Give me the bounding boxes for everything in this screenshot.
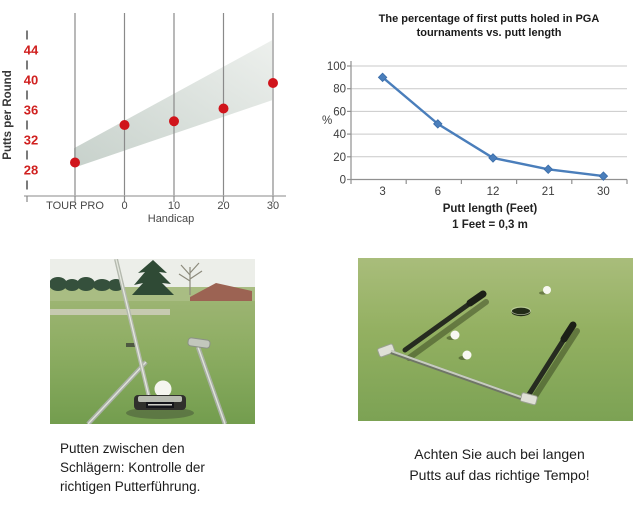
performance-band — [74, 40, 272, 168]
hole-rim — [511, 306, 531, 315]
svg-text:20: 20 — [333, 152, 346, 164]
gridlines — [351, 65, 627, 158]
green — [358, 258, 633, 421]
club-head — [187, 337, 211, 349]
svg-text:40: 40 — [24, 73, 38, 88]
putter-head — [134, 395, 186, 410]
photo-long-putt-drill — [358, 258, 633, 421]
golf-ball — [154, 380, 172, 398]
standing-putter-shaft — [114, 259, 151, 398]
chart-title: The percentage of first putts holed in P… — [378, 13, 600, 39]
photo-putting-between-clubs — [50, 259, 255, 424]
house-roof — [190, 283, 252, 301]
svg-text:6: 6 — [435, 186, 441, 198]
bare-tree — [178, 262, 203, 295]
axes — [347, 61, 628, 184]
svg-text:80: 80 — [333, 84, 346, 96]
svg-text:3: 3 — [379, 186, 385, 198]
svg-text:0: 0 — [121, 200, 127, 212]
left-ground-club — [86, 360, 148, 424]
x-axis — [24, 195, 286, 202]
upper-club — [377, 290, 487, 358]
svg-text:32: 32 — [24, 133, 38, 148]
caption-long-putt-tempo: Achten Sie auch bei langen Putts auf das… — [409, 446, 590, 483]
caption-putting-between-clubs: Putten zwischen den Schlägern: Kontrolle… — [60, 441, 205, 494]
svg-text:12: 12 — [487, 186, 500, 198]
shadows — [406, 299, 580, 404]
right-club — [519, 321, 577, 406]
data-points — [70, 78, 278, 168]
svg-text:40: 40 — [333, 129, 346, 141]
x-tick-labels: TOUR PRO 0 10 20 30 — [46, 200, 279, 212]
svg-text:44: 44 — [24, 43, 39, 58]
svg-text:10: 10 — [168, 200, 180, 212]
right-ground-club — [187, 337, 228, 424]
x-tick-labels: 3 6 12 21 30 — [379, 186, 609, 198]
alignment-rod — [390, 350, 522, 400]
x-axis-title: Putt length (Feet) — [442, 203, 538, 215]
svg-text:0: 0 — [340, 175, 346, 187]
data-markers — [377, 72, 609, 181]
putt-length-chart: 0 20 40 60 80 100% 3 6 12 21 30 — [322, 61, 628, 198]
tree-line — [50, 277, 124, 291]
path-strip — [50, 309, 170, 315]
y-tick-labels: 28 32 36 40 44 — [24, 43, 39, 178]
y-axis-label: % — [322, 115, 332, 127]
svg-text:28: 28 — [24, 163, 38, 178]
x-axis-label: Handicap — [148, 213, 194, 225]
svg-text:21: 21 — [542, 186, 555, 198]
x-axis-unit-note: 1 Feet = 0,3 m — [452, 219, 528, 231]
svg-text:60: 60 — [333, 106, 346, 118]
y-tick-labels: 0 20 40 60 80 100 — [327, 61, 346, 187]
golf-balls — [446, 286, 551, 360]
svg-text:100: 100 — [327, 61, 346, 73]
putts-per-round-chart: 28 32 36 40 44 Putts per Round TOUR PRO 0 10 20 30… — [2, 13, 286, 225]
distant-marker — [126, 343, 136, 347]
y-axis-label: Putts per Round — [2, 70, 14, 159]
svg-text:36: 36 — [24, 103, 38, 118]
svg-text:30: 30 — [597, 186, 610, 198]
svg-text:30: 30 — [267, 200, 279, 212]
svg-text:20: 20 — [217, 200, 229, 212]
conifer-tree — [132, 260, 174, 295]
svg-text:TOUR PRO: TOUR PRO — [46, 200, 104, 212]
